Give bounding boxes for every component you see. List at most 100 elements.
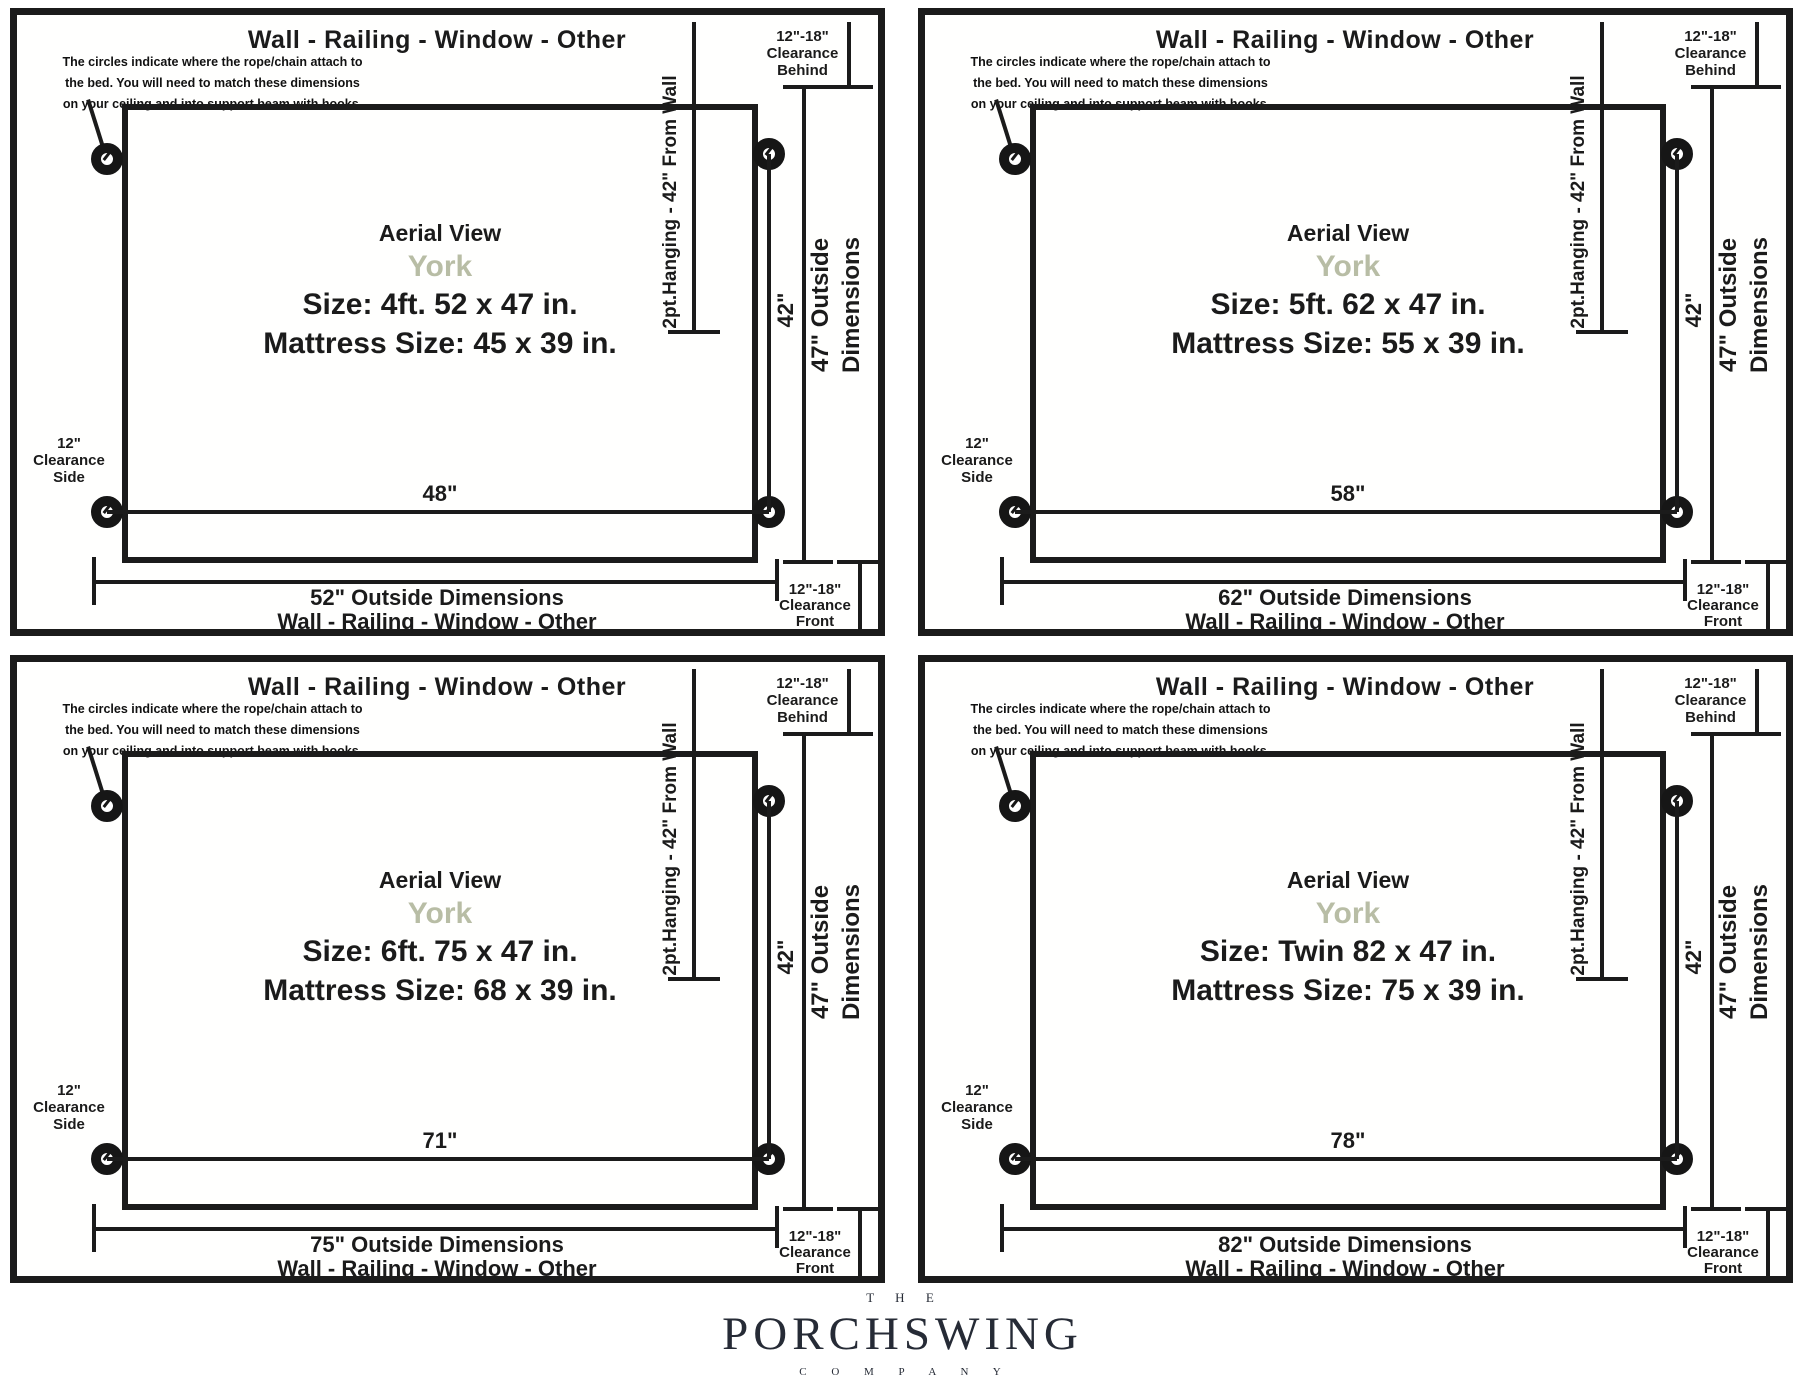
hanging-dimension-line — [1600, 22, 1604, 332]
clearance-behind-line2: Clearance — [1674, 692, 1747, 709]
wall-railing-window-other-bottom-label: Wall - Railing - Window - Other — [1185, 1256, 1505, 1281]
bed-center-text: Aerial View York Size: 6ft. 75 x 47 in. … — [122, 865, 758, 1010]
clearance-front-bracket-line — [1766, 560, 1770, 636]
clearance-behind-bracket-cap — [1691, 85, 1781, 89]
clearance-front-line2: Clearance — [779, 597, 851, 614]
clearance-behind-line1: 12"-18" — [776, 28, 829, 45]
hanging-dimension-line-cap — [668, 330, 720, 334]
outside-height-line2: Dimensions — [838, 883, 865, 1021]
outside-width-right-tick — [775, 1206, 779, 1248]
outside-height-line1: 47" Outside — [807, 237, 834, 373]
outside-height-dimension-line — [1710, 734, 1714, 1211]
inner-width-value: 48" — [422, 481, 458, 506]
two-point-hanging-label: 2pt.Hanging - 42" From Wall — [660, 722, 681, 976]
inner-width-dimension-line — [1015, 510, 1677, 514]
clearance-front-line2: Clearance — [1687, 597, 1759, 614]
hanging-dimension-line — [692, 669, 696, 979]
inner-height-dimension-line — [1675, 801, 1679, 1159]
aerial-view-label: Aerial View — [1286, 220, 1410, 246]
clearance-side-line1: 12" — [57, 1082, 81, 1099]
clearance-front-label: 12"-18" Clearance Front — [1667, 1229, 1779, 1277]
size-label: Size: 4ft. 52 x 47 in. — [302, 288, 578, 321]
logo-company-text: C O M P A N Y — [799, 1366, 1012, 1378]
outside-width-right-tick — [1683, 559, 1687, 601]
clearance-behind-line3: Behind — [777, 62, 828, 79]
inner-width-value: 71" — [422, 1128, 458, 1153]
outside-width-value: 82" Outside Dimensions — [1218, 1232, 1472, 1257]
attachment-note-line1: The circles indicate where the rope/chai… — [62, 55, 363, 69]
clearance-behind-line3: Behind — [1685, 62, 1736, 79]
outside-width-left-tick — [1000, 557, 1004, 605]
mattress-size-label: Mattress Size: 75 x 39 in. — [1171, 974, 1525, 1007]
aerial-view-label: Aerial View — [1286, 867, 1410, 893]
clearance-behind-bracket-cap — [783, 85, 873, 89]
outside-width-dimension-line — [1002, 580, 1687, 584]
bed-outline — [1030, 104, 1666, 563]
size-label: Size: 5ft. 62 x 47 in. — [1210, 288, 1486, 321]
bed-center-text: Aerial View York Size: Twin 82 x 47 in. … — [1030, 865, 1666, 1010]
outside-width-labels: 52" Outside Dimensions Wall - Railing - … — [107, 586, 767, 634]
clearance-front-bracket-line — [858, 1207, 862, 1283]
two-point-hanging-label: 2pt.Hanging - 42" From Wall — [660, 75, 681, 329]
clearance-behind-line2: Clearance — [766, 45, 839, 62]
rope-attachment-circle-icon — [999, 143, 1031, 175]
outside-width-dimension-line — [94, 1227, 779, 1231]
clearance-front-line3: Front — [795, 1260, 835, 1277]
hanging-dimension-line-cap — [1576, 330, 1628, 334]
panel-twin-york: Wall - Railing - Window - Other The circ… — [918, 655, 1793, 1283]
inner-height-dimension-line — [767, 154, 771, 512]
bed-outline — [122, 751, 758, 1210]
clearance-side-line1: 12" — [965, 435, 989, 452]
outside-height-label: 47" Outside Dimensions — [1713, 85, 1777, 525]
clearance-front-line1: 12"-18" — [1696, 581, 1750, 598]
clearance-front-line1: 12"-18" — [788, 581, 842, 598]
inner-height-dimension-line — [767, 801, 771, 1159]
outside-width-right-tick — [775, 559, 779, 601]
outside-height-dimension-line — [1710, 87, 1714, 564]
clearance-side-label: 12" Clearance Side — [933, 1082, 1021, 1133]
rope-attachment-circle-icon — [999, 790, 1031, 822]
inner-height-value: 42" — [773, 939, 798, 975]
outside-width-labels: 62" Outside Dimensions Wall - Railing - … — [1015, 586, 1675, 634]
size-label: Size: Twin 82 x 47 in. — [1199, 935, 1497, 968]
clearance-front-line2: Clearance — [1687, 1244, 1759, 1261]
clearance-front-line3: Front — [795, 613, 835, 630]
two-point-hanging-label: 2pt.Hanging - 42" From Wall — [1568, 75, 1589, 329]
aerial-view-label: Aerial View — [378, 220, 502, 246]
attachment-note-line1: The circles indicate where the rope/chai… — [62, 702, 363, 716]
clearance-behind-bracket-line — [847, 22, 851, 87]
clearance-side-label: 12" Clearance Side — [933, 435, 1021, 486]
inner-width-dimension-line — [107, 510, 769, 514]
outside-width-dimension-line — [94, 580, 779, 584]
inner-width-dimension-line — [107, 1157, 769, 1161]
panel-5ft-york: Wall - Railing - Window - Other The circ… — [918, 8, 1793, 636]
size-label: Size: 6ft. 75 x 47 in. — [302, 935, 578, 968]
outside-height-dimension-cap — [783, 560, 833, 564]
outside-height-line1: 47" Outside — [1715, 237, 1742, 373]
clearance-front-bracket-line — [858, 560, 862, 636]
model-name-label: York — [407, 897, 473, 930]
clearance-side-line3: Side — [961, 1116, 993, 1133]
outside-height-line2: Dimensions — [1746, 236, 1773, 374]
outside-height-line1: 47" Outside — [1715, 884, 1742, 1020]
clearance-behind-bracket-line — [1755, 22, 1759, 87]
outside-width-dimension-line — [1002, 1227, 1687, 1231]
model-name-label: York — [1315, 250, 1381, 283]
mattress-size-label: Mattress Size: 68 x 39 in. — [263, 974, 617, 1007]
attachment-note-line1: The circles indicate where the rope/chai… — [970, 702, 1271, 716]
hanging-dimension-line-cap — [1576, 977, 1628, 981]
attachment-note-line2: the bed. You will need to match these di… — [65, 723, 360, 737]
clearance-side-line2: Clearance — [941, 452, 1013, 469]
outside-height-label: 47" Outside Dimensions — [805, 732, 869, 1172]
clearance-side-line2: Clearance — [33, 1099, 105, 1116]
outside-height-dimension-cap — [1691, 1207, 1741, 1211]
outside-width-left-tick — [92, 1204, 96, 1252]
porchswing-company-logo: T H E PORCHSWING C O M P A N Y — [0, 1290, 1800, 1378]
bed-center-text: Aerial View York Size: 4ft. 52 x 47 in. … — [122, 218, 758, 363]
outside-height-line1: 47" Outside — [807, 884, 834, 1020]
clearance-behind-bracket-cap — [783, 732, 873, 736]
inner-height-value: 42" — [1681, 939, 1706, 975]
attachment-note-line1: The circles indicate where the rope/chai… — [970, 55, 1271, 69]
clearance-behind-bracket-line — [847, 669, 851, 734]
